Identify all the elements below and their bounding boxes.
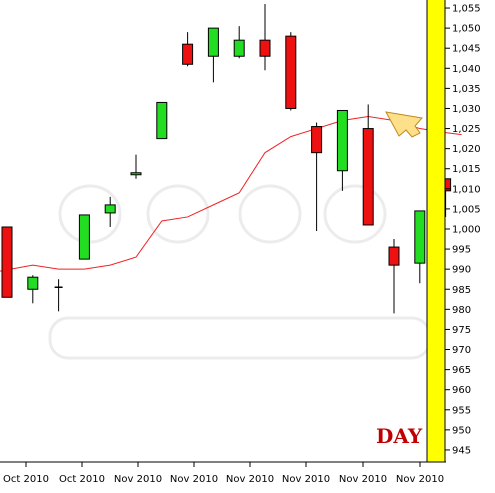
candle-body <box>362 128 374 226</box>
x-axis-ticks: Oct 2010 Oct 2010 Nov 2010 Nov 2010 Nov 2010… <box>3 462 444 485</box>
y-tick-label: 970 <box>452 345 471 356</box>
candle-15 <box>362 104 374 226</box>
x-tick-label: Nov 2010 <box>339 474 387 485</box>
candle-16 <box>388 239 400 314</box>
y-tick-label: 1,035 <box>452 84 481 95</box>
y-tick-label: 1,040 <box>452 64 481 75</box>
y-tick-label: 1,015 <box>452 164 481 175</box>
candle-body <box>336 109 348 172</box>
x-tick-label: Oct 2010 <box>3 474 49 485</box>
y-tick-label: 1,000 <box>452 224 481 235</box>
candle-2 <box>27 275 39 304</box>
price-axis-panel <box>427 0 445 462</box>
x-tick-label: Nov 2010 <box>170 474 218 485</box>
candle-body <box>130 172 142 176</box>
candle-body <box>259 39 271 57</box>
y-tick-label: 1,005 <box>452 204 481 215</box>
y-tick-label: 1,045 <box>452 44 481 55</box>
y-tick-label: 980 <box>452 305 471 316</box>
candle-1 <box>1 226 13 298</box>
candle-5 <box>104 196 116 227</box>
candle-11 <box>259 4 271 71</box>
candle-body <box>207 27 219 57</box>
y-tick-label: 965 <box>452 365 471 376</box>
y-tick-label: 975 <box>452 325 471 336</box>
candle-body <box>1 226 13 298</box>
y-tick-label: 1,020 <box>452 144 481 155</box>
candle-body <box>233 39 245 57</box>
x-tick-label: Oct 2010 <box>59 474 105 485</box>
y-tick-label: 1,050 <box>452 24 481 35</box>
candle-17 <box>414 210 426 284</box>
candle-6 <box>130 154 142 179</box>
x-tick-label: Nov 2010 <box>282 474 330 485</box>
candle-7 <box>156 101 168 140</box>
x-tick-label: Nov 2010 <box>226 474 274 485</box>
candle-body <box>182 43 194 65</box>
timeframe-label: DAY <box>376 424 423 448</box>
y-axis-ticks: 945 950 955 960 965 970 975 980 985 990 995 1,000 1,… <box>445 4 481 456</box>
candle-3 <box>54 279 63 312</box>
y-tick-label: 995 <box>452 245 471 256</box>
candle-13 <box>311 122 323 231</box>
candles-series <box>1 4 452 314</box>
candle-body <box>311 126 323 154</box>
y-tick-label: 1,010 <box>452 184 481 195</box>
y-tick-label: 1,030 <box>452 104 481 115</box>
x-tick-label: Nov 2010 <box>396 474 444 485</box>
candle-4 <box>78 214 90 260</box>
y-tick-label: 990 <box>452 265 471 276</box>
candle-body <box>104 204 116 214</box>
candle-body <box>27 276 39 290</box>
candle-12 <box>285 32 297 111</box>
y-tick-label: 1,025 <box>452 124 481 135</box>
candle-body <box>414 210 426 264</box>
candle-9 <box>207 27 219 83</box>
y-tick-label: 950 <box>452 425 471 436</box>
candle-14 <box>336 109 348 191</box>
candle-body <box>388 246 400 266</box>
y-tick-label: 985 <box>452 285 471 296</box>
y-tick-label: 945 <box>452 445 471 456</box>
x-tick-label: Nov 2010 <box>114 474 162 485</box>
cursor-arrow-icon <box>385 111 423 138</box>
candle-8 <box>182 32 194 67</box>
candle-body <box>285 35 297 109</box>
y-tick-label: 960 <box>452 385 471 396</box>
y-tick-label: 955 <box>452 405 471 416</box>
candle-10 <box>233 26 245 59</box>
candle-body <box>78 214 90 260</box>
y-tick-label: 1,055 <box>452 4 481 15</box>
candle-body <box>156 101 168 140</box>
